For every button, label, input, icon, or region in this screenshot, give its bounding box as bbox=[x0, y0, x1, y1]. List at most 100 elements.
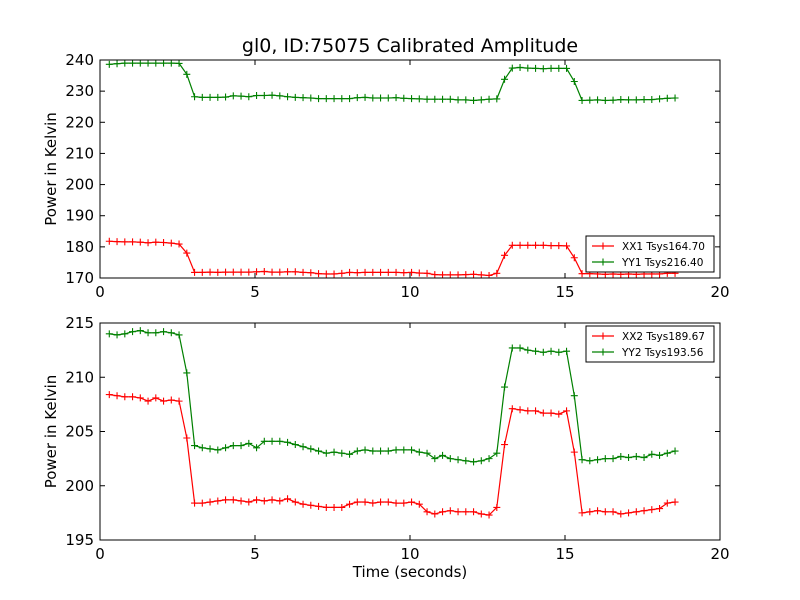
data-point bbox=[431, 95, 439, 103]
legend-marker bbox=[599, 242, 607, 250]
data-point bbox=[477, 510, 485, 518]
data-point bbox=[586, 508, 594, 516]
data-point bbox=[245, 93, 253, 101]
data-point bbox=[136, 394, 144, 402]
data-point bbox=[446, 455, 454, 463]
data-point bbox=[136, 238, 144, 246]
data-point bbox=[129, 238, 137, 246]
series-1-1 bbox=[105, 237, 679, 278]
data-point bbox=[656, 505, 664, 513]
data-point bbox=[563, 64, 571, 72]
data-point bbox=[214, 93, 222, 101]
data-point bbox=[299, 500, 307, 508]
data-point bbox=[322, 270, 330, 278]
data-point bbox=[392, 268, 400, 276]
data-point bbox=[299, 94, 307, 102]
data-point bbox=[183, 369, 191, 377]
legend-marker bbox=[599, 332, 607, 340]
data-point bbox=[167, 239, 175, 247]
legend-marker bbox=[599, 348, 607, 356]
data-point bbox=[439, 271, 447, 278]
data-point bbox=[508, 64, 516, 72]
data-point bbox=[260, 437, 268, 445]
data-point bbox=[625, 509, 633, 517]
data-point bbox=[493, 503, 501, 511]
data-point bbox=[470, 96, 478, 104]
data-point bbox=[253, 496, 261, 504]
x-tick-label: 0 bbox=[95, 283, 105, 301]
x-tick-label: 5 bbox=[250, 545, 260, 563]
data-point bbox=[663, 449, 671, 457]
data-point bbox=[105, 391, 113, 399]
data-point bbox=[198, 444, 206, 452]
data-point bbox=[369, 447, 377, 455]
data-point bbox=[191, 268, 199, 276]
subplot-2: 0 5 10 15 20 195 200 205 210 215 Power in Kelvin Ti… bbox=[42, 314, 730, 581]
data-point bbox=[167, 60, 175, 67]
data-point bbox=[524, 241, 532, 249]
data-point bbox=[663, 499, 671, 507]
data-point bbox=[222, 93, 230, 101]
data-point bbox=[346, 268, 354, 276]
data-point bbox=[377, 94, 385, 102]
data-point bbox=[408, 95, 416, 103]
data-point bbox=[570, 392, 578, 400]
data-point bbox=[539, 65, 547, 73]
data-point bbox=[237, 497, 245, 505]
data-point bbox=[299, 443, 307, 451]
data-point bbox=[470, 458, 478, 466]
data-point bbox=[501, 75, 509, 83]
data-point bbox=[291, 268, 299, 276]
data-point bbox=[539, 409, 547, 417]
y-tick-label: 210 bbox=[65, 144, 94, 162]
y-tick-label: 220 bbox=[65, 113, 94, 131]
data-point bbox=[601, 455, 609, 463]
data-point bbox=[322, 449, 330, 457]
data-point bbox=[532, 241, 540, 249]
data-point bbox=[206, 268, 214, 276]
data-point bbox=[284, 268, 292, 276]
data-point bbox=[454, 456, 462, 464]
data-point bbox=[307, 501, 315, 509]
series-1-2 bbox=[105, 60, 679, 104]
data-point bbox=[671, 94, 679, 102]
data-point bbox=[198, 93, 206, 101]
data-point bbox=[555, 64, 563, 72]
data-point bbox=[617, 452, 625, 460]
data-point bbox=[555, 242, 563, 250]
data-point bbox=[632, 452, 640, 460]
data-point bbox=[307, 269, 315, 277]
data-point bbox=[307, 445, 315, 453]
data-point bbox=[648, 96, 656, 104]
data-point bbox=[191, 442, 199, 450]
data-point bbox=[276, 268, 284, 276]
data-point bbox=[446, 507, 454, 515]
data-point bbox=[477, 457, 485, 465]
data-point bbox=[315, 447, 323, 455]
legend-box bbox=[585, 235, 715, 273]
data-point bbox=[183, 70, 191, 78]
data-point bbox=[214, 268, 222, 276]
data-point bbox=[260, 267, 268, 275]
data-point bbox=[656, 451, 664, 459]
data-point bbox=[260, 497, 268, 505]
data-point bbox=[454, 96, 462, 104]
data-point bbox=[392, 446, 400, 454]
data-point bbox=[222, 268, 230, 276]
data-point bbox=[353, 269, 361, 277]
data-point bbox=[508, 405, 516, 413]
data-point bbox=[253, 92, 261, 100]
data-point bbox=[245, 498, 253, 506]
data-point bbox=[353, 94, 361, 102]
data-point bbox=[237, 92, 245, 100]
data-point bbox=[640, 454, 648, 462]
data-point bbox=[663, 94, 671, 102]
data-point bbox=[152, 238, 160, 246]
data-point bbox=[369, 94, 377, 102]
y-tick-label: 200 bbox=[65, 176, 94, 194]
data-point bbox=[377, 268, 385, 276]
data-point bbox=[291, 498, 299, 506]
data-point bbox=[578, 509, 586, 517]
